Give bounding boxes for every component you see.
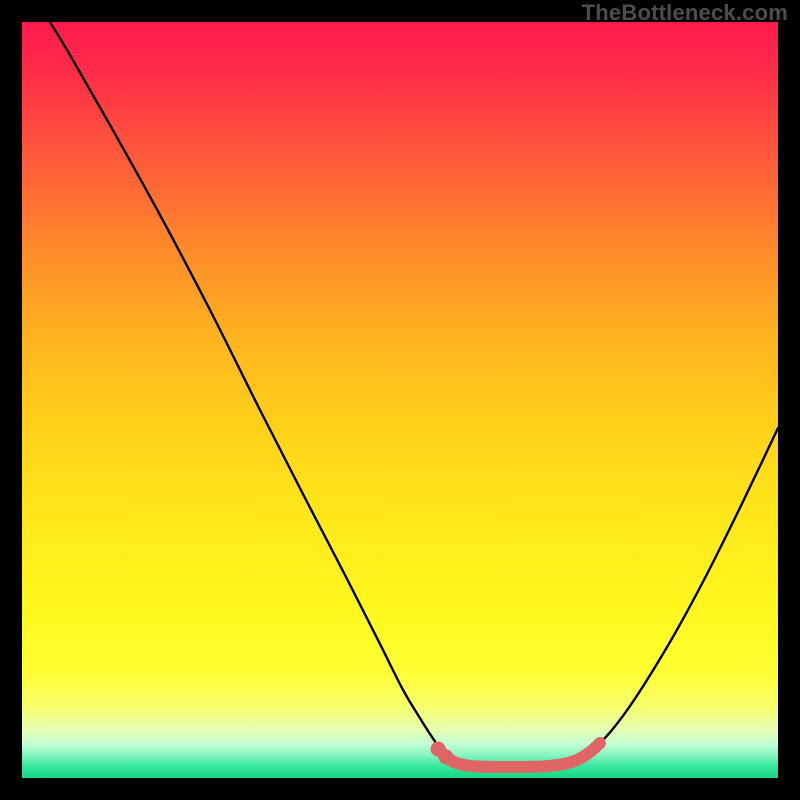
gradient-background bbox=[22, 22, 778, 778]
chart-root: TheBottleneck.com bbox=[0, 0, 800, 800]
watermark-text: TheBottleneck.com bbox=[582, 0, 788, 26]
accent-dot-1 bbox=[439, 750, 454, 765]
chart-svg bbox=[0, 0, 800, 800]
